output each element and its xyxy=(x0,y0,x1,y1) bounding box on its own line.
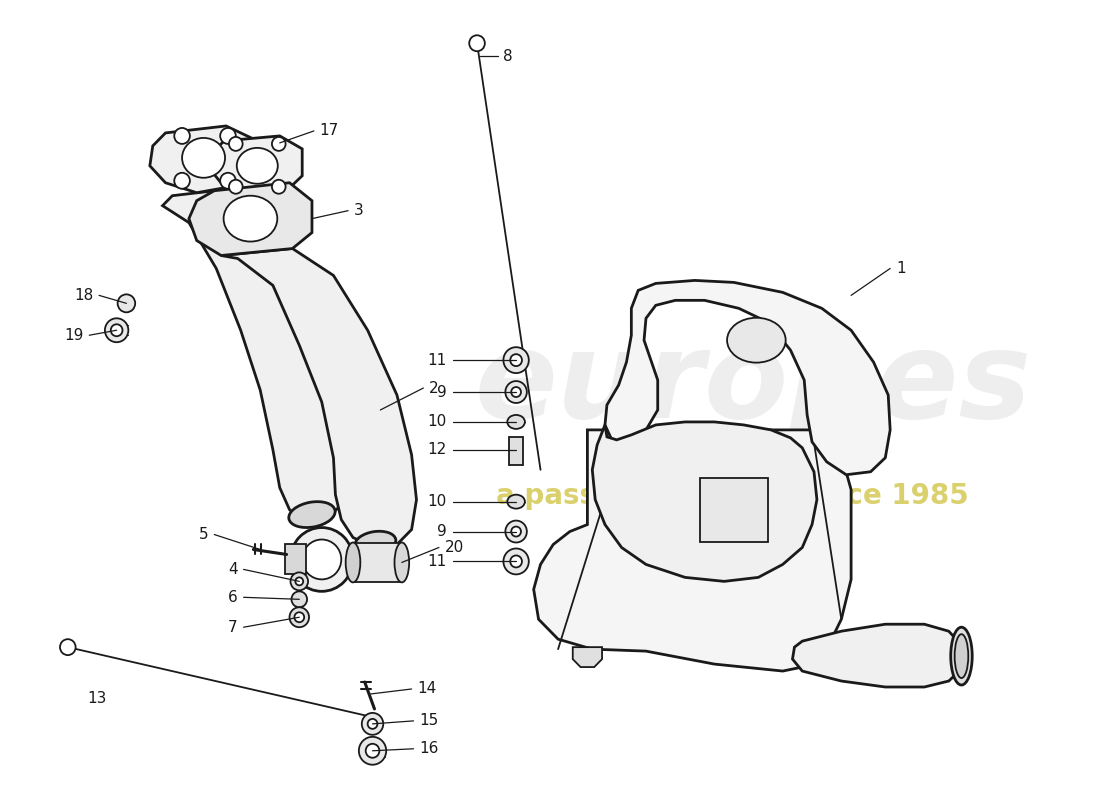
Circle shape xyxy=(290,572,308,590)
Polygon shape xyxy=(534,430,851,671)
Circle shape xyxy=(365,744,380,758)
Polygon shape xyxy=(573,647,602,667)
Polygon shape xyxy=(211,136,303,197)
Circle shape xyxy=(367,719,377,729)
Text: europes: europes xyxy=(475,326,1032,442)
Circle shape xyxy=(512,526,521,537)
Polygon shape xyxy=(700,478,768,542)
Circle shape xyxy=(118,294,135,312)
Ellipse shape xyxy=(727,318,785,362)
Polygon shape xyxy=(605,281,890,474)
Text: 10: 10 xyxy=(428,414,447,430)
Text: 6: 6 xyxy=(228,590,238,605)
Circle shape xyxy=(174,128,190,144)
Text: 8: 8 xyxy=(504,49,513,64)
Text: 20: 20 xyxy=(444,540,464,555)
Polygon shape xyxy=(592,422,817,582)
Text: a passion for parts since 1985: a passion for parts since 1985 xyxy=(496,482,968,510)
Polygon shape xyxy=(163,190,343,522)
Ellipse shape xyxy=(950,627,972,685)
Circle shape xyxy=(289,607,309,627)
Text: 16: 16 xyxy=(419,742,439,756)
Ellipse shape xyxy=(355,531,396,554)
Circle shape xyxy=(272,180,286,194)
FancyBboxPatch shape xyxy=(509,437,522,465)
Text: 12: 12 xyxy=(428,442,447,458)
Text: 9: 9 xyxy=(437,524,447,539)
Circle shape xyxy=(220,128,235,144)
Circle shape xyxy=(302,539,341,579)
Text: 4: 4 xyxy=(228,562,238,577)
Ellipse shape xyxy=(345,542,361,582)
Text: 19: 19 xyxy=(64,328,84,342)
Polygon shape xyxy=(150,126,253,193)
Ellipse shape xyxy=(236,148,278,184)
Text: 9: 9 xyxy=(437,385,447,399)
Circle shape xyxy=(290,527,353,591)
Ellipse shape xyxy=(183,138,226,178)
Circle shape xyxy=(505,381,527,403)
Text: 7: 7 xyxy=(228,620,238,634)
Circle shape xyxy=(229,180,243,194)
Text: 13: 13 xyxy=(87,691,107,706)
Circle shape xyxy=(296,578,304,586)
Polygon shape xyxy=(792,624,964,687)
Text: 14: 14 xyxy=(418,682,437,697)
Polygon shape xyxy=(189,182,312,255)
Circle shape xyxy=(512,387,521,397)
Circle shape xyxy=(510,354,522,366)
Circle shape xyxy=(174,173,190,189)
Ellipse shape xyxy=(955,634,968,678)
Circle shape xyxy=(220,173,235,189)
Text: 17: 17 xyxy=(320,123,339,138)
Circle shape xyxy=(505,521,527,542)
Circle shape xyxy=(510,555,522,567)
Text: 15: 15 xyxy=(419,714,439,728)
Text: 3: 3 xyxy=(354,203,364,218)
Text: 11: 11 xyxy=(428,353,447,368)
Circle shape xyxy=(292,591,307,607)
Ellipse shape xyxy=(395,542,409,582)
Text: 5: 5 xyxy=(199,527,208,542)
Circle shape xyxy=(362,713,383,735)
Circle shape xyxy=(359,737,386,765)
Circle shape xyxy=(272,137,286,151)
Circle shape xyxy=(504,347,529,373)
Ellipse shape xyxy=(507,415,525,429)
Polygon shape xyxy=(353,542,402,582)
Polygon shape xyxy=(285,545,306,574)
Text: 10: 10 xyxy=(428,494,447,509)
Circle shape xyxy=(470,35,485,51)
Text: 2: 2 xyxy=(429,381,439,395)
Circle shape xyxy=(111,324,122,336)
Polygon shape xyxy=(221,249,417,547)
Ellipse shape xyxy=(223,196,277,242)
Circle shape xyxy=(295,612,305,622)
Ellipse shape xyxy=(289,502,336,527)
Circle shape xyxy=(104,318,129,342)
Text: 11: 11 xyxy=(428,554,447,569)
Circle shape xyxy=(60,639,76,655)
Circle shape xyxy=(504,549,529,574)
Text: 1: 1 xyxy=(896,261,905,276)
Text: 18: 18 xyxy=(74,288,94,303)
Circle shape xyxy=(229,137,243,151)
Ellipse shape xyxy=(507,494,525,509)
